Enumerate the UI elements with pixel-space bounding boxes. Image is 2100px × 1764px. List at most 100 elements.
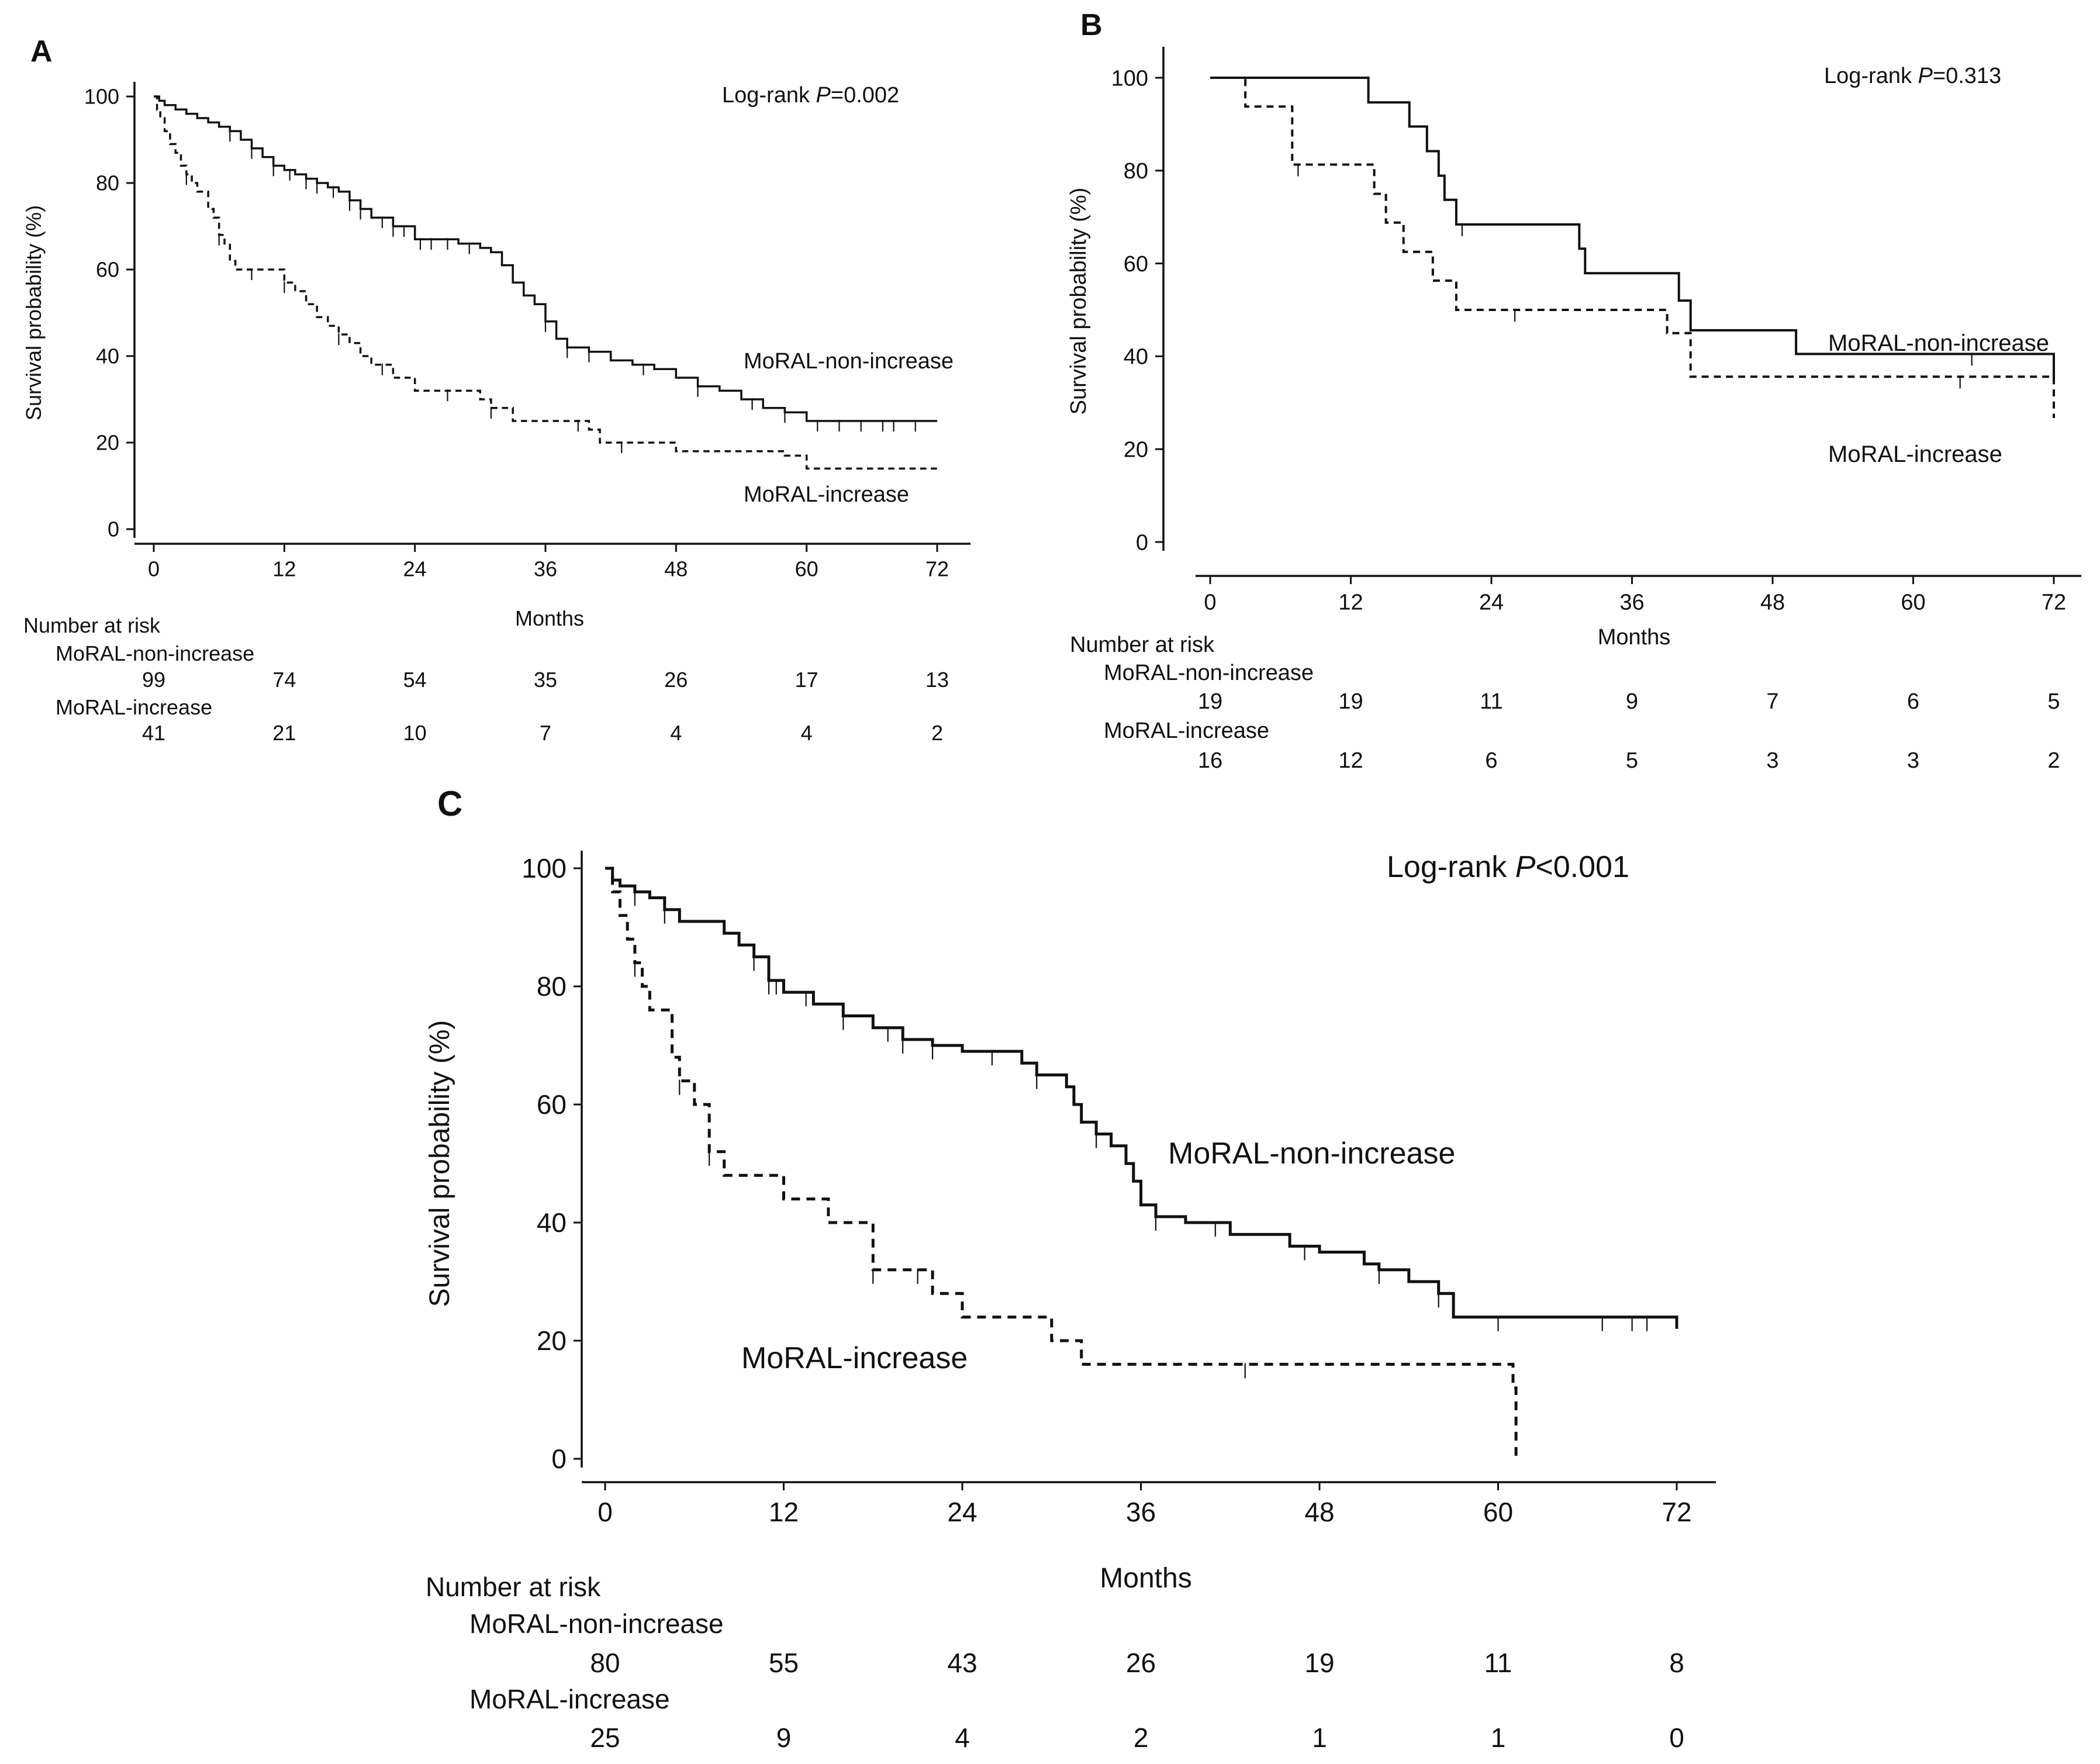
- risk-count-non-increase: 19: [1304, 1648, 1334, 1678]
- y-tick-label: 100: [84, 85, 119, 109]
- x-tick-label: 24: [947, 1497, 977, 1527]
- km-curve-increase: [1210, 77, 2055, 418]
- risk-table-header: Number at risk: [23, 613, 161, 637]
- x-tick-label: 72: [925, 557, 949, 581]
- y-tick-label: 80: [1124, 159, 1148, 184]
- y-tick-label: 60: [537, 1089, 567, 1120]
- x-tick-label: 0: [1204, 591, 1216, 615]
- y-tick-label: 40: [1124, 345, 1148, 370]
- risk-count-non-increase: 55: [769, 1648, 799, 1678]
- risk-count-non-increase: 7: [1766, 689, 1778, 714]
- risk-count-increase: 41: [142, 721, 165, 745]
- y-tick-label: 20: [96, 431, 119, 455]
- y-tick-label: 0: [108, 517, 119, 541]
- risk-count-non-increase: 99: [142, 668, 165, 692]
- y-tick-label: 20: [1124, 438, 1148, 462]
- logrank-p: P: [1918, 64, 1933, 88]
- km-curve-non-increase: [1210, 77, 2055, 381]
- km-curve-increase: [154, 95, 937, 470]
- x-tick-label: 12: [1338, 591, 1363, 615]
- y-axis-label: Survival probability (%): [1066, 188, 1091, 415]
- risk-count-non-increase: 13: [925, 668, 949, 692]
- y-tick-label: 0: [551, 1444, 567, 1474]
- km-curve-non-increase: [154, 95, 937, 422]
- risk-group-label-non-increase: MoRAL-non-increase: [1104, 661, 1314, 685]
- risk-count-increase: 4: [670, 721, 682, 745]
- risk-count-increase: 7: [540, 721, 551, 745]
- risk-group-label-non-increase: MoRAL-non-increase: [469, 1608, 724, 1639]
- logrank-annotation: Log-rank P<0.001: [1387, 850, 1629, 884]
- risk-group-label-increase: MoRAL-increase: [1104, 719, 1269, 743]
- risk-count-increase: 16: [1198, 748, 1222, 773]
- risk-count-non-increase: 9: [1626, 689, 1638, 714]
- y-tick-label: 60: [96, 258, 119, 282]
- x-tick-label: 36: [1619, 591, 1644, 615]
- risk-count-non-increase: 11: [1484, 1648, 1512, 1678]
- x-tick-label: 0: [148, 557, 160, 581]
- x-tick-label: 24: [403, 557, 427, 581]
- y-tick-label: 60: [1124, 252, 1148, 277]
- risk-count-non-increase: 17: [795, 668, 818, 692]
- y-tick-label: 40: [537, 1207, 567, 1238]
- panel-letter-c: C: [437, 784, 462, 823]
- y-tick-label: 80: [96, 171, 119, 195]
- y-tick-label: 100: [1111, 66, 1148, 91]
- risk-group-label-increase: MoRAL-increase: [469, 1684, 670, 1714]
- series-label-non-increase: MoRAL-non-increase: [744, 349, 954, 374]
- risk-count-increase: 2: [2047, 748, 2060, 773]
- risk-count-increase: 21: [272, 721, 296, 745]
- risk-count-increase: 4: [955, 1722, 970, 1753]
- risk-count-increase: 10: [403, 721, 427, 745]
- risk-count-non-increase: 80: [590, 1648, 620, 1678]
- risk-count-increase: 3: [1907, 748, 1919, 773]
- x-tick-label: 12: [272, 557, 296, 581]
- x-tick-label: 72: [1662, 1497, 1691, 1527]
- x-axis-label: Months: [1100, 1563, 1191, 1594]
- risk-count-non-increase: 74: [272, 668, 296, 692]
- x-tick-label: 60: [795, 557, 818, 581]
- risk-count-non-increase: 35: [534, 668, 557, 692]
- risk-count-non-increase: 26: [1126, 1648, 1156, 1678]
- x-tick-label: 60: [1901, 591, 1925, 615]
- logrank-prefix: Log-rank: [1387, 850, 1515, 884]
- panel-letter-a: A: [30, 34, 53, 68]
- y-axis-label: Survival probability (%): [22, 205, 46, 420]
- risk-count-increase: 2: [931, 721, 943, 745]
- series-label-non-increase: MoRAL-non-increase: [1828, 330, 2049, 356]
- risk-count-increase: 12: [1338, 748, 1363, 773]
- risk-count-increase: 3: [1766, 748, 1778, 773]
- x-axis-label: Months: [1598, 625, 1671, 650]
- logrank-prefix: Log-rank: [1824, 64, 1918, 88]
- logrank-p: P: [1515, 850, 1536, 884]
- risk-count-increase: 6: [1485, 748, 1497, 773]
- x-tick-label: 36: [1126, 1497, 1156, 1527]
- risk-count-increase: 0: [1669, 1722, 1684, 1753]
- risk-count-non-increase: 19: [1198, 689, 1222, 714]
- risk-count-increase: 5: [1626, 748, 1638, 773]
- risk-count-non-increase: 5: [2047, 689, 2060, 714]
- y-tick-label: 80: [537, 971, 567, 1002]
- risk-group-label-increase: MoRAL-increase: [56, 695, 212, 719]
- risk-count-non-increase: 11: [1480, 689, 1503, 714]
- risk-count-increase: 1: [1312, 1722, 1327, 1753]
- risk-table-header: Number at risk: [426, 1572, 601, 1602]
- risk-table-header: Number at risk: [1070, 633, 1215, 657]
- x-axis-label: Months: [515, 606, 584, 630]
- logrank-annotation: Log-rank P=0.313: [1824, 64, 2001, 88]
- logrank-annotation: Log-rank P=0.002: [722, 83, 899, 108]
- risk-count-non-increase: 19: [1338, 689, 1363, 714]
- x-tick-label: 48: [1760, 591, 1785, 615]
- logrank-value: =0.002: [831, 83, 899, 108]
- risk-count-non-increase: 54: [403, 668, 427, 692]
- x-tick-label: 60: [1483, 1497, 1513, 1527]
- x-tick-label: 48: [664, 557, 688, 581]
- logrank-p: P: [816, 83, 831, 108]
- x-tick-label: 36: [534, 557, 557, 581]
- y-axis-label: Survival probability (%): [424, 1020, 455, 1307]
- series-label-increase: MoRAL-increase: [744, 482, 909, 507]
- y-tick-label: 20: [537, 1325, 567, 1356]
